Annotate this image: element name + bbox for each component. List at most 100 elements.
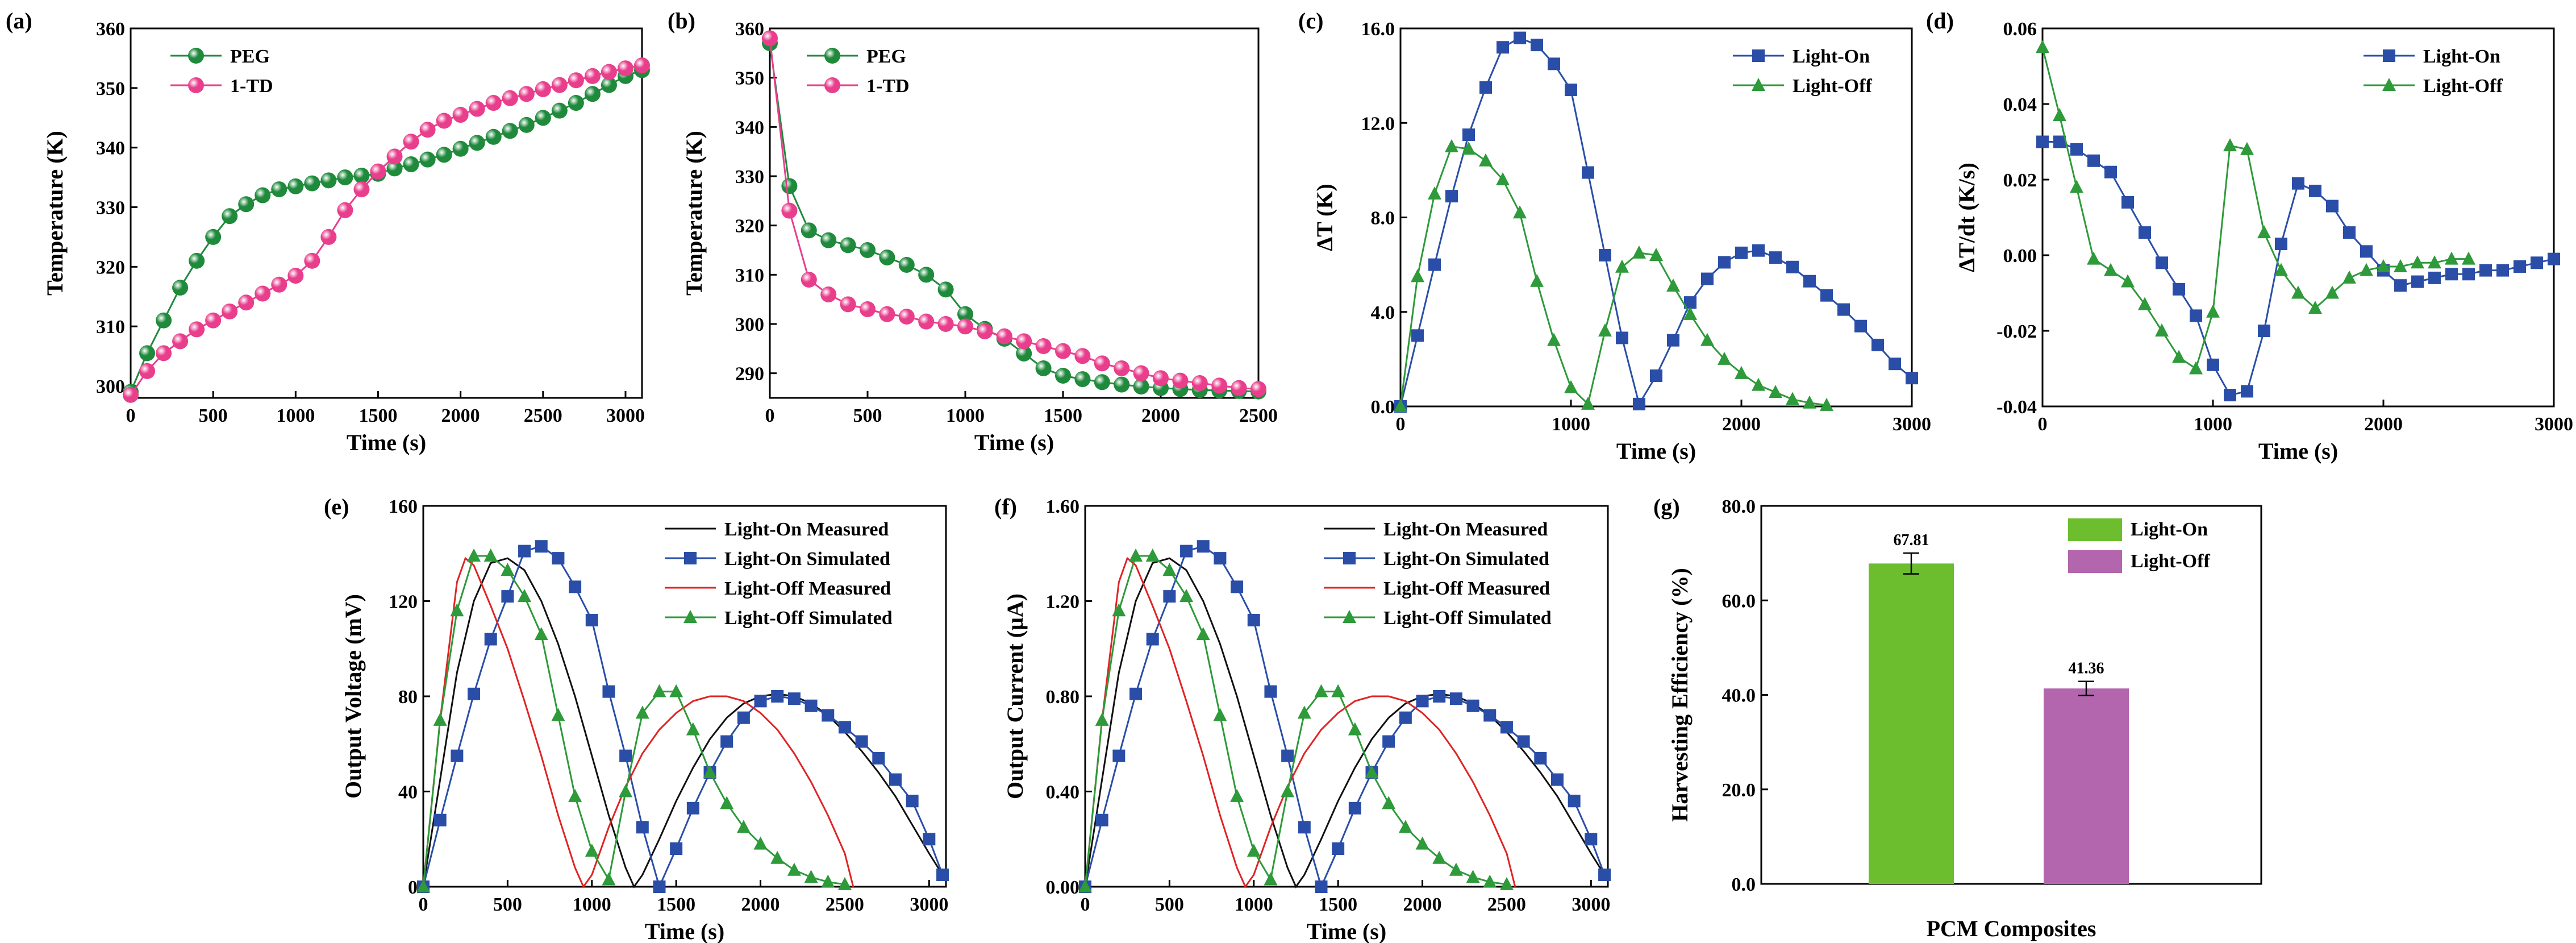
data-point: [518, 589, 532, 603]
data-point: [2156, 256, 2168, 269]
data-point: [617, 60, 633, 77]
y-tick-label: 330: [735, 167, 764, 188]
data-point: [2053, 135, 2066, 148]
x-tick-label: 1000: [573, 894, 611, 915]
data-point: [416, 879, 430, 892]
data-point: [1428, 258, 1441, 271]
data-point: [502, 90, 518, 106]
data-point: [635, 705, 649, 719]
data-point: [1016, 346, 1032, 362]
data-point: [737, 711, 750, 724]
data-point: [2206, 304, 2220, 318]
data-point: [2053, 107, 2066, 121]
series-light-off-simulated: [416, 548, 852, 892]
y-tick-label: 160: [389, 496, 418, 517]
data-point: [2138, 297, 2152, 310]
y-tick-label: 310: [96, 317, 125, 338]
data-point: [1649, 248, 1663, 261]
data-point: [822, 709, 835, 722]
data-point: [1496, 172, 1510, 185]
data-point: [1466, 870, 1480, 883]
y-tick-label: 0.80: [1046, 687, 1080, 708]
series-line: [1399, 146, 1827, 407]
data-point: [1415, 836, 1429, 850]
data-point: [551, 708, 565, 721]
data-point: [1803, 275, 1816, 288]
data-point: [801, 222, 817, 239]
data-point: [2428, 271, 2441, 284]
data-point: [686, 801, 699, 815]
data-point: [535, 540, 548, 553]
legend-marker: [188, 77, 204, 93]
data-point: [172, 333, 189, 350]
data-point: [837, 876, 852, 890]
legend-swatch: [2068, 518, 2122, 541]
legend-entry: Light-On Measured: [724, 519, 889, 540]
data-point: [1145, 548, 1160, 562]
data-point: [2207, 358, 2219, 371]
data-point: [820, 286, 837, 302]
legend-marker: [1752, 49, 1765, 62]
data-point: [781, 178, 798, 194]
data-point: [1331, 684, 1345, 697]
data-point: [1565, 84, 1577, 97]
data-point: [2087, 154, 2100, 167]
data-point: [670, 842, 683, 855]
y-tick-label: -0.02: [1996, 321, 2037, 342]
data-point: [1095, 712, 1109, 726]
data-point: [1534, 751, 1547, 765]
data-point: [2326, 200, 2339, 213]
plot-frame: [130, 27, 643, 399]
data-point: [271, 276, 287, 293]
data-point: [156, 312, 172, 329]
data-point: [1462, 128, 1475, 142]
data-point: [1666, 279, 1680, 292]
data-point: [1211, 377, 1228, 394]
data-point: [1837, 303, 1850, 316]
data-point: [1298, 821, 1311, 834]
chart-panel-a: (a) 300 310 320 330 340 350 360 Temperature (K) T…: [6, 8, 650, 455]
legend-marker: [1752, 78, 1765, 91]
data-point: [1497, 41, 1509, 54]
legend-marker: [2383, 49, 2395, 62]
data-point: [906, 795, 919, 808]
data-point: [1314, 684, 1328, 697]
data-point: [1650, 369, 1662, 382]
legend-marker: [2382, 78, 2396, 91]
data-point: [1466, 699, 1479, 712]
data-point: [771, 690, 784, 703]
x-axis-label: Time (s): [1307, 919, 1386, 943]
data-point: [1433, 690, 1446, 703]
data-point: [918, 313, 935, 330]
data-point: [1055, 343, 1071, 359]
data-point: [787, 692, 801, 705]
data-point: [2377, 259, 2390, 272]
data-point: [1394, 399, 1407, 412]
data-point: [636, 821, 649, 834]
legend-marker: [1343, 610, 1356, 623]
data-point: [1752, 244, 1765, 257]
panel-label-d: (d): [1926, 8, 1954, 34]
data-point: [2462, 251, 2475, 265]
data-point: [1213, 708, 1227, 721]
data-point: [1564, 380, 1578, 393]
data-point: [1718, 351, 1731, 365]
y-tick-label: 0.04: [2003, 94, 2037, 115]
x-tick-label: 500: [199, 405, 228, 426]
data-point: [1684, 296, 1697, 309]
data-point: [485, 128, 502, 145]
x-tick-label: 2500: [524, 405, 562, 426]
plot-frame: [769, 27, 1260, 399]
x-tick-label: 3000: [1572, 894, 1610, 915]
y-tick-label: 0.00: [2003, 246, 2037, 267]
legend-entry: Light-Off Measured: [1383, 578, 1550, 599]
data-point: [1513, 205, 1527, 219]
data-point: [1382, 796, 1396, 809]
data-point: [1499, 876, 1514, 890]
data-point: [205, 312, 222, 329]
data-point: [2531, 256, 2543, 269]
y-tick-label: 40: [398, 782, 418, 803]
data-point: [1247, 614, 1260, 626]
y-tick-label: 1.20: [1046, 592, 1080, 613]
